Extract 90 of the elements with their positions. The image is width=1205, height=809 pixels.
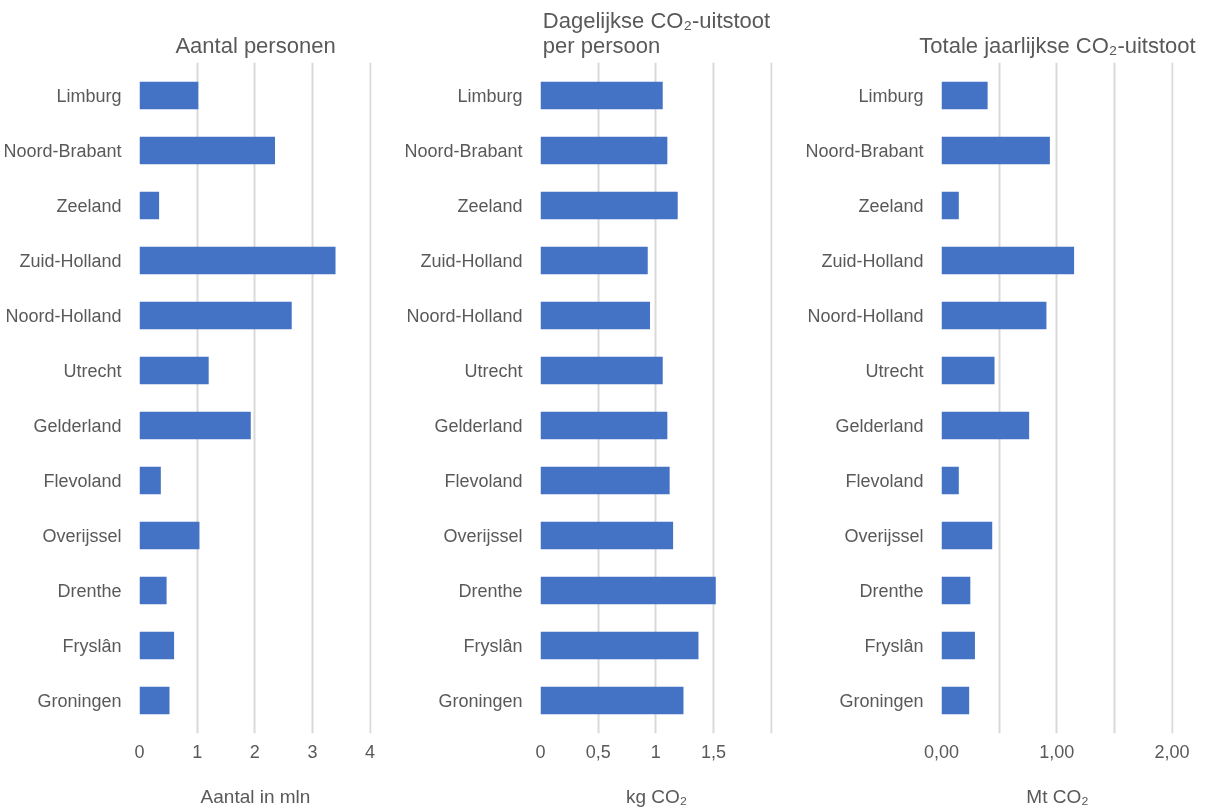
y-tick-label: Noord-Holland [406, 305, 523, 326]
y-tick-label: Overijssel [42, 525, 122, 546]
y-tick-label: Zeeland [457, 195, 523, 216]
y-tick-label: Groningen [37, 690, 122, 711]
bar [540, 301, 651, 330]
y-tick-label: Noord-Brabant [805, 140, 924, 161]
y-tick-label: Limburg [858, 85, 924, 106]
bar [139, 686, 170, 715]
y-tick-label: Overijssel [844, 525, 924, 546]
y-tick-label: Limburg [457, 85, 523, 106]
x-tick-label: 2 [249, 741, 260, 762]
bar [941, 356, 995, 385]
bar [540, 356, 663, 385]
bar [540, 686, 684, 715]
y-tick-label: Fryslân [62, 635, 122, 656]
bar [139, 631, 175, 660]
x-tick-label: 3 [307, 741, 318, 762]
y-tick-label: Flevoland [43, 470, 122, 491]
x-tick-label: 0,5 [585, 741, 611, 762]
y-tick-label: Fryslân [864, 635, 924, 656]
y-tick-label: Gelderland [835, 415, 924, 436]
y-tick-label: Zuid-Holland [19, 250, 122, 271]
y-tick-label: Noord-Holland [807, 305, 924, 326]
bar [139, 521, 200, 550]
bar [540, 576, 716, 605]
y-tick-label: Drenthe [57, 580, 122, 601]
bar [139, 81, 199, 110]
bar [139, 301, 292, 330]
x-tick-label: 1 [650, 741, 661, 762]
y-tick-label: Noord-Brabant [3, 140, 122, 161]
y-tick-label: Zuid-Holland [420, 250, 523, 271]
y-tick-label: Overijssel [443, 525, 523, 546]
bar [540, 191, 678, 220]
bar [139, 466, 161, 495]
y-tick-label: Drenthe [458, 580, 523, 601]
chart-title: Dagelijkse CO₂-uitstoot per persoon [542, 7, 771, 58]
y-tick-label: Utrecht [63, 360, 122, 381]
y-tick-label: Zuid-Holland [821, 250, 924, 271]
bar [540, 246, 648, 275]
bar [941, 81, 988, 110]
y-tick-label: Groningen [438, 690, 523, 711]
bar [540, 411, 668, 440]
bar [139, 411, 251, 440]
x-axis-title: Mt CO₂ [1026, 785, 1089, 807]
y-tick-label: Groningen [839, 690, 924, 711]
x-axis-title: kg CO₂ [625, 785, 688, 807]
x-tick-label: 2,00 [1154, 741, 1190, 762]
bar [540, 521, 674, 550]
bar [941, 136, 1050, 165]
y-tick-label: Utrecht [865, 360, 924, 381]
y-tick-label: Fryslân [463, 635, 523, 656]
bar [941, 521, 993, 550]
chart-title: Totale jaarlijkse CO₂-uitstoot [919, 32, 1196, 58]
bar [139, 136, 275, 165]
y-tick-label: Limburg [56, 85, 122, 106]
bar [941, 466, 959, 495]
bar [540, 81, 663, 110]
x-axis-title: Aantal in mln [200, 785, 311, 807]
bar [941, 576, 971, 605]
bar [540, 631, 699, 660]
y-tick-label: Zeeland [858, 195, 924, 216]
y-tick-label: Noord-Holland [5, 305, 122, 326]
bar [941, 301, 1047, 330]
x-tick-label: 1,00 [1039, 741, 1075, 762]
y-tick-label: Drenthe [859, 580, 924, 601]
x-tick-label: 0,00 [923, 741, 960, 762]
y-tick-label: Gelderland [434, 415, 523, 436]
bar [941, 191, 959, 220]
bar [941, 686, 970, 715]
y-tick-label: Flevoland [845, 470, 924, 491]
bar [941, 246, 1075, 275]
bar [139, 191, 160, 220]
x-tick-label: 4 [365, 741, 376, 762]
y-tick-label: Gelderland [33, 415, 122, 436]
chart-title: Aantal personen [175, 32, 336, 58]
bar [540, 466, 670, 495]
y-tick-label: Zeeland [56, 195, 122, 216]
bar [941, 631, 975, 660]
x-tick-label: 0 [535, 741, 546, 762]
bar [941, 411, 1030, 440]
y-tick-label: Flevoland [444, 470, 523, 491]
y-tick-label: Utrecht [464, 360, 523, 381]
x-tick-label: 1,5 [700, 741, 726, 762]
y-tick-label: Noord-Brabant [404, 140, 523, 161]
bar [540, 136, 668, 165]
x-tick-label: 1 [192, 741, 203, 762]
bar [139, 576, 167, 605]
bar [139, 356, 209, 385]
x-tick-label: 0 [134, 741, 145, 762]
bar [139, 246, 336, 275]
